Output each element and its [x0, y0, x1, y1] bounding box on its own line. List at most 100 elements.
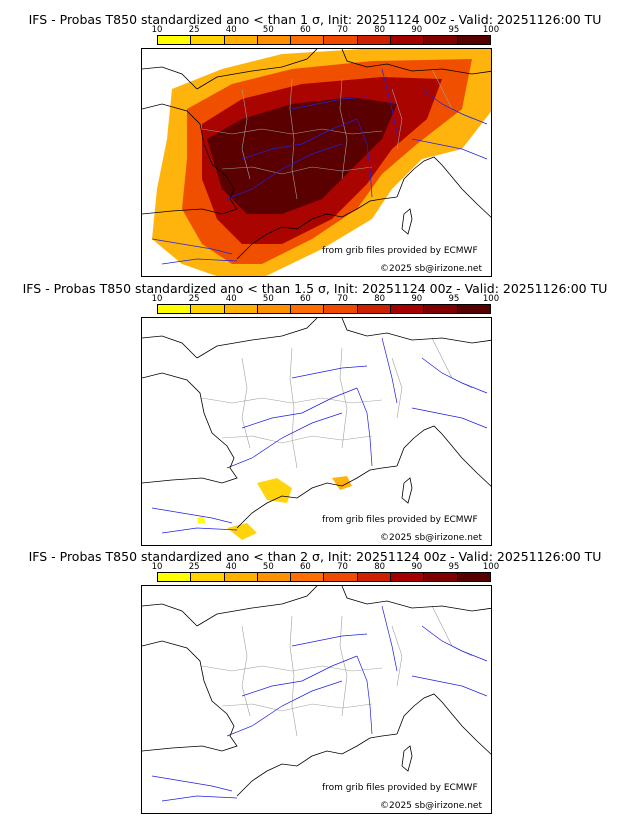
- map-panel-1: from grib files provided by ECMWF ©2025 …: [141, 48, 492, 277]
- legend-swatch: [158, 573, 192, 581]
- admin-border: [289, 615, 298, 737]
- coastline: [236, 196, 398, 260]
- legend-tick: 25: [188, 25, 200, 35]
- coastline: [142, 335, 198, 359]
- legend-tick: 90: [411, 562, 423, 572]
- rivers: [151, 605, 488, 802]
- legend-swatch: [391, 305, 425, 313]
- legend-swatch: [424, 573, 458, 581]
- credit-grib: from grib files provided by ECMWF: [322, 515, 478, 525]
- legend-tick: 40: [225, 294, 237, 304]
- probability-area: [332, 476, 352, 490]
- river: [161, 527, 238, 534]
- admin-border: [431, 337, 473, 389]
- legend-tick: 10: [151, 562, 163, 572]
- river: [226, 143, 343, 200]
- legend-bar: [157, 35, 491, 45]
- legend-swatch: [324, 573, 358, 581]
- river: [161, 795, 238, 802]
- admin-border: [241, 88, 251, 180]
- legend-tick: 100: [482, 25, 500, 35]
- legend-tick: 70: [337, 25, 348, 35]
- legend-swatch: [457, 36, 490, 44]
- coastline: [396, 156, 491, 218]
- coastline: [196, 318, 491, 359]
- river: [381, 337, 398, 404]
- panel-1: IFS - Probas T850 standardized ano < tha…: [0, 0, 630, 277]
- panel-title: IFS - Probas T850 standardized ano < tha…: [28, 549, 602, 564]
- legend-swatch: [424, 305, 458, 313]
- probability-field: [197, 476, 352, 540]
- legend-tick: 80: [374, 562, 386, 572]
- legend-swatch: [191, 305, 225, 313]
- coastline: [236, 465, 398, 529]
- credit-copyright: ©2025 sb@irizone.net: [380, 801, 482, 811]
- coastline-corsica: [401, 477, 413, 504]
- credit-grib: from grib files provided by ECMWF: [322, 783, 478, 793]
- coastline: [196, 586, 491, 627]
- legend-swatch: [457, 305, 490, 313]
- panel-title: IFS - Probas T850 standardized ano < tha…: [28, 12, 602, 27]
- map-svg: [142, 49, 491, 276]
- river: [291, 96, 368, 110]
- legend-tick: 10: [151, 25, 163, 35]
- legend-swatch: [357, 36, 392, 44]
- river: [356, 655, 373, 735]
- legend-tick: 95: [448, 562, 460, 572]
- admin-borders: [201, 337, 473, 469]
- map-svg: [142, 318, 491, 540]
- color-legend: 10 25 40 50 60 70 80 90 95 100: [152, 25, 500, 49]
- admin-border: [391, 88, 403, 150]
- coastline-corsica: [401, 208, 413, 235]
- river: [381, 605, 398, 672]
- admin-border: [289, 78, 298, 200]
- river: [241, 655, 358, 697]
- legend-tick: 95: [448, 25, 460, 35]
- legend-swatch: [391, 36, 425, 44]
- legend-swatch: [191, 573, 225, 581]
- river: [226, 412, 343, 469]
- coastline: [142, 103, 238, 215]
- admin-border: [241, 625, 251, 717]
- river: [411, 407, 488, 429]
- credit-grib: from grib files provided by ECMWF: [322, 246, 478, 256]
- coastlines: [142, 318, 491, 529]
- legend-tick: 70: [337, 294, 348, 304]
- river: [381, 68, 398, 135]
- coastline: [142, 640, 238, 752]
- color-legend: 10 25 40 50 60 70 80 90 95 100: [152, 294, 500, 318]
- legend-swatch: [324, 305, 358, 313]
- coastlines: [142, 586, 491, 797]
- river: [291, 365, 368, 379]
- legend-bar: [157, 304, 491, 314]
- coastline: [396, 693, 491, 755]
- legend-ticks: 10 25 40 50 60 70 80 90 95 100: [152, 294, 500, 304]
- rivers: [151, 337, 488, 534]
- panel-3: IFS - Probas T850 standardized ano < tha…: [0, 540, 630, 814]
- coastline: [236, 733, 398, 797]
- credit-copyright: ©2025 sb@irizone.net: [380, 264, 482, 274]
- probability-area: [257, 478, 292, 503]
- legend-ticks: 10 25 40 50 60 70 80 90 95 100: [152, 25, 500, 35]
- legend-swatch: [391, 573, 425, 581]
- admin-border: [391, 625, 403, 687]
- coastline: [396, 425, 491, 487]
- admin-border: [339, 615, 348, 717]
- legend-swatch: [324, 36, 358, 44]
- legend-swatch: [257, 305, 292, 313]
- legend-tick: 60: [300, 294, 311, 304]
- legend-tick: 50: [262, 25, 274, 35]
- admin-borders: [201, 605, 473, 737]
- legend-swatch: [158, 36, 192, 44]
- legend-tick: 100: [482, 562, 500, 572]
- legend-ticks: 10 25 40 50 60 70 80 90 95 100: [152, 562, 500, 572]
- legend-swatch: [357, 305, 392, 313]
- probability-area: [227, 523, 257, 540]
- river: [241, 387, 358, 429]
- legend-tick: 70: [337, 562, 348, 572]
- admin-border: [221, 703, 373, 712]
- panel-title: IFS - Probas T850 standardized ano < tha…: [22, 281, 608, 296]
- color-legend: 10 25 40 50 60 70 80 90 95 100: [152, 562, 500, 586]
- legend-tick: 90: [411, 294, 423, 304]
- legend-swatch: [191, 36, 225, 44]
